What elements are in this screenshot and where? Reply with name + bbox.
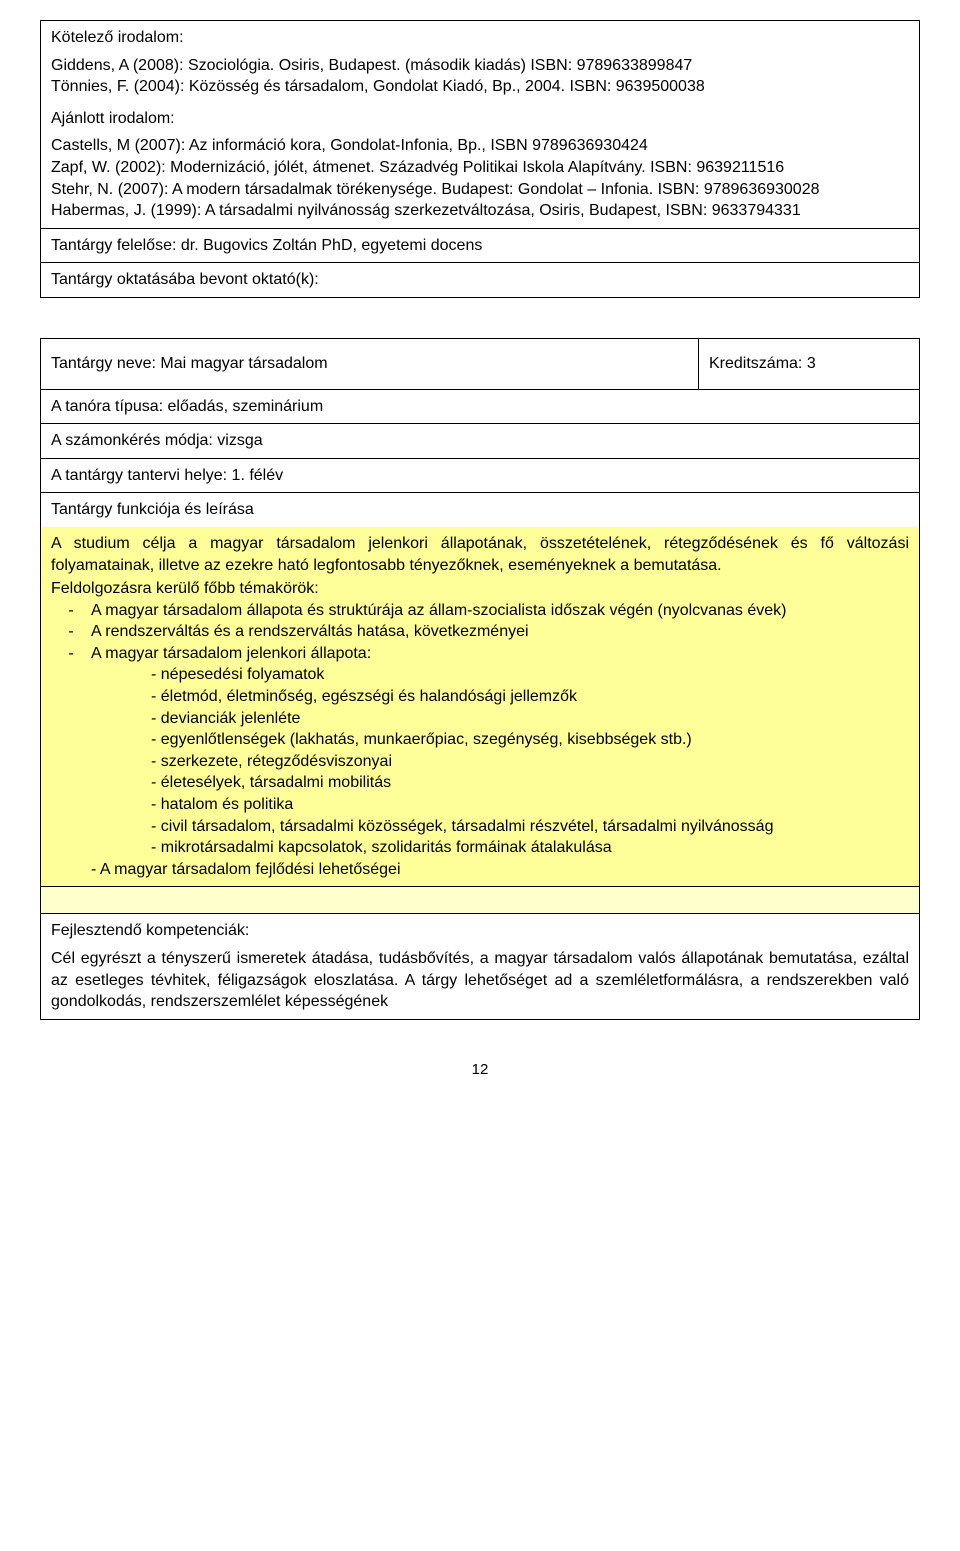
bullet-item: - A magyar társadalom jelenkori állapota… xyxy=(51,643,909,665)
sub-item: - mikrotársadalmi kapcsolatok, szolidari… xyxy=(51,837,909,859)
sub-item: - egyenlőtlenségek (lakhatás, munkaerőpi… xyxy=(51,729,909,751)
literature-box: Kötelező irodalom: Giddens, A (2008): Sz… xyxy=(40,20,920,298)
mandatory-heading: Kötelező irodalom: xyxy=(51,27,909,49)
recommended-item: Stehr, N. (2007): A modern társadalmak t… xyxy=(51,179,909,201)
exam-mode: A számonkérés módja: vizsga xyxy=(40,424,920,459)
sub-item: - hatalom és politika xyxy=(51,794,909,816)
course-title: Tantárgy neve: Mai magyar társadalom xyxy=(40,338,698,390)
empty-cell xyxy=(40,887,920,914)
class-type: A tanóra típusa: előadás, szeminárium xyxy=(40,390,920,425)
description-para: A studium célja a magyar társadalom jele… xyxy=(51,533,909,576)
bullet-item: - A rendszerváltás és a rendszerváltás h… xyxy=(51,621,909,643)
dash-icon: - xyxy=(51,600,91,622)
title-row: Tantárgy neve: Mai magyar társadalom Kre… xyxy=(40,338,920,390)
competencies-cell: Fejlesztendő kompetenciák: Cél egyrészt … xyxy=(40,914,920,1019)
instructors-cell: Tantárgy oktatásába bevont oktató(k): xyxy=(40,263,920,298)
competencies-para: Cél egyrészt a tényszerű ismeretek átadá… xyxy=(51,948,909,1013)
sub-item: - életmód, életminőség, egészségi és hal… xyxy=(51,686,909,708)
mandatory-item: Giddens, A (2008): Szociológia. Osiris, … xyxy=(51,55,909,77)
bullet-text: A magyar társadalom állapota és struktúr… xyxy=(91,600,909,622)
mandatory-item: Tönnies, F. (2004): Közösség és társadal… xyxy=(51,76,909,98)
responsible-cell: Tantárgy felelőse: dr. Bugovics Zoltán P… xyxy=(40,229,920,264)
sub-item: - életesélyek, társadalmi mobilitás xyxy=(51,772,909,794)
course-box: Tantárgy neve: Mai magyar társadalom Kre… xyxy=(40,338,920,1020)
sub-item: - devianciák jelenléte xyxy=(51,708,909,730)
sub-item: - civil társadalom, társadalmi közössége… xyxy=(51,816,909,838)
curriculum-place: A tantárgy tantervi helye: 1. félév xyxy=(40,459,920,494)
credit-value: Kreditszáma: 3 xyxy=(698,338,920,390)
bullet-text: A rendszerváltás és a rendszerváltás hat… xyxy=(91,621,909,643)
bullet-text: A magyar társadalom jelenkori állapota: xyxy=(91,643,909,665)
dash-icon: - xyxy=(51,643,91,665)
literature-cell: Kötelező irodalom: Giddens, A (2008): Sz… xyxy=(40,20,920,229)
dash-icon: - xyxy=(51,621,91,643)
recommended-heading: Ajánlott irodalom: xyxy=(51,108,909,130)
recommended-item: Castells, M (2007): Az információ kora, … xyxy=(51,135,909,157)
bullet-item: - A magyar társadalom állapota és strukt… xyxy=(51,600,909,622)
function-heading: Tantárgy funkciója és leírása xyxy=(40,493,920,527)
recommended-item: Habermas, J. (1999): A társadalmi nyilvá… xyxy=(51,200,909,222)
sub-item: - népesedési folyamatok xyxy=(51,664,909,686)
last-item: - A magyar társadalom fejlődési lehetősé… xyxy=(51,859,909,881)
topics-heading: Feldolgozásra kerülő főbb témakörök: xyxy=(51,578,909,600)
competencies-heading: Fejlesztendő kompetenciák: xyxy=(51,920,909,942)
recommended-item: Zapf, W. (2002): Modernizáció, jólét, át… xyxy=(51,157,909,179)
sub-item: - szerkezete, rétegződésviszonyai xyxy=(51,751,909,773)
page-number: 12 xyxy=(40,1060,920,1080)
description-cell: A studium célja a magyar társadalom jele… xyxy=(40,527,920,888)
